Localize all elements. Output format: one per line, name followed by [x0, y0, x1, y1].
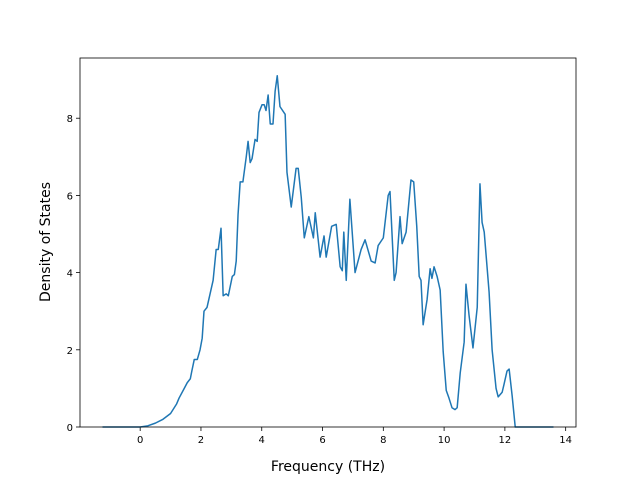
x-axis-label: Frequency (THz) — [271, 459, 385, 475]
x-tick-label: 10 — [438, 435, 451, 446]
y-tick-label: 8 — [67, 114, 73, 125]
x-tick-label: 6 — [319, 435, 325, 446]
y-axis-label: Density of States — [38, 182, 54, 302]
x-tick-label: 8 — [380, 435, 386, 446]
x-tick-label: 4 — [259, 435, 265, 446]
data-line — [102, 75, 554, 428]
x-tick-label: 12 — [499, 435, 512, 446]
y-tick-label: 4 — [67, 269, 73, 280]
y-tick-label: 6 — [67, 191, 73, 202]
x-tick-label: 14 — [559, 435, 572, 446]
y-tick-label: 2 — [67, 346, 73, 357]
x-tick-label: 0 — [137, 435, 143, 446]
plot-frame — [79, 57, 577, 428]
x-tick-label: 2 — [198, 435, 204, 446]
y-tick-label: 0 — [67, 423, 73, 434]
